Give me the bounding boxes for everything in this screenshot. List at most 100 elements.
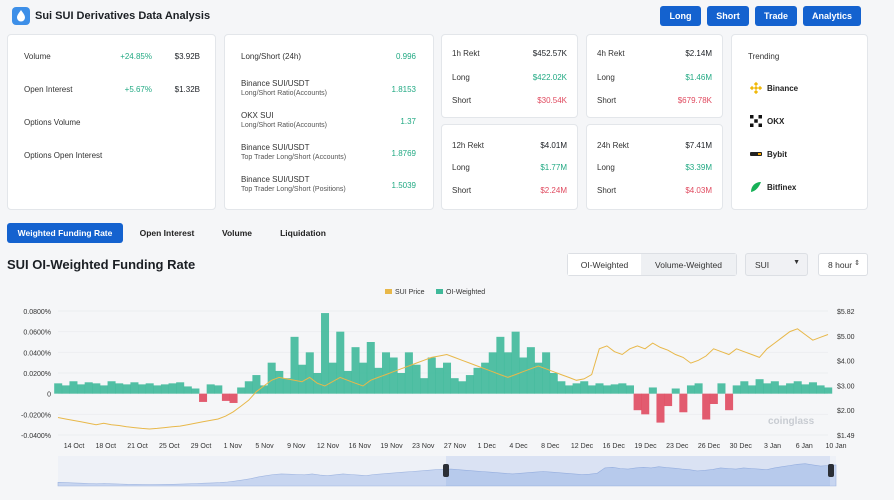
rekt-period: 24h Rekt bbox=[597, 141, 630, 150]
trending-item-okx[interactable]: OKX bbox=[750, 115, 784, 127]
funding-bar-positive bbox=[473, 367, 482, 394]
y-right-tick-label: $5.82 bbox=[837, 309, 855, 316]
oi-weighted-button[interactable]: OI-Weighted bbox=[568, 254, 641, 275]
metric-change: +24.85% bbox=[120, 52, 152, 61]
funding-bar-positive bbox=[549, 373, 558, 394]
funding-bar-positive bbox=[580, 381, 589, 394]
funding-bar-positive bbox=[282, 378, 291, 394]
rekt-long-value: $1.46M bbox=[685, 73, 712, 82]
volume-weighted-button[interactable]: Volume-Weighted bbox=[641, 254, 736, 275]
funding-bar-positive bbox=[542, 352, 551, 394]
funding-bar-positive bbox=[824, 387, 833, 394]
funding-bar-positive bbox=[564, 385, 574, 394]
funding-bar-positive bbox=[465, 375, 474, 394]
funding-bar-positive bbox=[389, 357, 398, 394]
x-tick-label: 1 Dec bbox=[478, 443, 497, 450]
funding-bar-negative bbox=[702, 393, 711, 420]
rekt-long-value: $422.02K bbox=[532, 73, 567, 82]
interval-select[interactable]: 8 hour ⇕ bbox=[818, 253, 868, 276]
x-tick-label: 23 Nov bbox=[412, 443, 435, 450]
funding-bar-positive bbox=[801, 384, 810, 394]
navigator-left-handle bbox=[443, 464, 449, 477]
funding-bar-negative bbox=[221, 393, 230, 401]
funding-bar-positive bbox=[488, 352, 497, 394]
funding-bar-positive bbox=[54, 383, 63, 394]
metric-value: $1.32B bbox=[174, 85, 200, 94]
trade-button[interactable]: Trade bbox=[755, 6, 797, 26]
funding-bar-positive bbox=[183, 386, 192, 394]
tab-volume[interactable]: Volume bbox=[221, 228, 253, 238]
funding-bar-positive bbox=[572, 383, 581, 394]
rekt-long-label: Long bbox=[452, 73, 470, 82]
funding-bar-positive bbox=[618, 383, 627, 394]
symbol-select[interactable]: SUI ▼ bbox=[745, 253, 808, 276]
funding-bar-negative bbox=[656, 393, 665, 423]
x-tick-label: 19 Dec bbox=[634, 443, 657, 450]
metric-label: Volume bbox=[24, 52, 51, 61]
rekt-short-value: $4.03M bbox=[685, 186, 712, 195]
funding-bar-positive bbox=[275, 370, 284, 394]
trending-item-bybit[interactable]: Bybit bbox=[750, 148, 787, 160]
funding-bar-positive bbox=[321, 313, 330, 394]
funding-bar-negative bbox=[199, 393, 208, 402]
funding-bar-positive bbox=[778, 385, 787, 394]
ratio-value: 0.996 bbox=[395, 52, 416, 61]
rekt-short-value: $30.54K bbox=[537, 96, 567, 105]
x-tick-label: 1 Nov bbox=[224, 443, 243, 450]
tab-liquidation[interactable]: Liquidation bbox=[280, 228, 326, 238]
chevron-down-icon: ▼ bbox=[793, 259, 800, 266]
funding-bar-positive bbox=[808, 382, 817, 394]
funding-bar-positive bbox=[160, 384, 169, 394]
ratio-value: 1.5039 bbox=[391, 181, 416, 190]
y-left-tick-label: 0.0200% bbox=[23, 371, 51, 378]
ratio-sublabel: Top Trader Long/Short (Positions) bbox=[241, 186, 346, 193]
funding-rate-chart[interactable]: 0.0800% 0.0600% 0.0400% 0.0200% 0 -0.0200% -0.… bbox=[0, 282, 894, 500]
rekt-total: $4.01M bbox=[540, 141, 567, 150]
watermark-text: coinglass bbox=[768, 416, 815, 427]
funding-bar-positive bbox=[244, 381, 253, 394]
x-tick-label: 27 Nov bbox=[444, 443, 467, 450]
funding-bar-positive bbox=[130, 382, 139, 394]
analytics-button[interactable]: Analytics bbox=[803, 6, 861, 26]
funding-bar-positive bbox=[237, 387, 246, 394]
funding-bar-positive bbox=[214, 385, 223, 394]
x-tick-label: 29 Oct bbox=[191, 443, 212, 450]
funding-bar-positive bbox=[519, 357, 528, 394]
funding-bar-positive bbox=[603, 385, 612, 394]
funding-bar-positive bbox=[69, 381, 78, 394]
y-right-tick-label: $4.00 bbox=[837, 359, 855, 366]
rekt-card-4h: 4h Rekt $2.14M Long $1.46M Short $679.78… bbox=[586, 34, 723, 118]
funding-bar-positive bbox=[458, 381, 467, 394]
rekt-card-12h: 12h Rekt $4.01M Long $1.77M Short $2.24M bbox=[441, 124, 578, 210]
legend-swatch-oi bbox=[436, 289, 443, 294]
rekt-short-value: $679.78K bbox=[677, 96, 712, 105]
ratio-sublabel: Long/Short Ratio(Accounts) bbox=[241, 90, 327, 97]
x-tick-label: 12 Dec bbox=[571, 443, 594, 450]
metric-change: +5.67% bbox=[124, 85, 152, 94]
funding-bar-positive bbox=[412, 364, 421, 394]
trending-item-binance[interactable]: Binance bbox=[750, 82, 798, 94]
ratio-label: Binance SUI/USDT bbox=[241, 143, 310, 152]
long-button[interactable]: Long bbox=[660, 6, 701, 26]
ratio-value: 1.8769 bbox=[391, 149, 416, 158]
ratio-value: 1.37 bbox=[400, 117, 416, 126]
funding-bar-positive bbox=[328, 362, 337, 394]
ratio-label: Long/Short (24h) bbox=[241, 52, 302, 61]
ratio-label: OKX SUI bbox=[241, 111, 274, 120]
funding-bar-positive bbox=[343, 370, 352, 394]
short-button[interactable]: Short bbox=[707, 6, 749, 26]
trending-item-bitfinex[interactable]: Bitfinex bbox=[750, 181, 796, 193]
tab-weighted-funding-rate[interactable]: Weighted Funding Rate bbox=[7, 223, 123, 243]
x-tick-label: 16 Dec bbox=[603, 443, 626, 450]
tab-open-interest[interactable]: Open Interest bbox=[139, 228, 195, 238]
ratio-label: Binance SUI/USDT bbox=[241, 79, 310, 88]
okx-icon bbox=[750, 115, 762, 127]
chart-title: SUI OI-Weighted Funding Rate bbox=[7, 257, 196, 272]
bybit-icon bbox=[750, 152, 762, 156]
x-tick-label: 18 Oct bbox=[95, 443, 116, 450]
funding-bar-positive bbox=[298, 364, 307, 394]
rekt-short-label: Short bbox=[597, 186, 617, 195]
funding-bar-positive bbox=[816, 385, 825, 394]
funding-bar-positive bbox=[305, 352, 314, 394]
funding-bar-positive bbox=[610, 384, 619, 394]
